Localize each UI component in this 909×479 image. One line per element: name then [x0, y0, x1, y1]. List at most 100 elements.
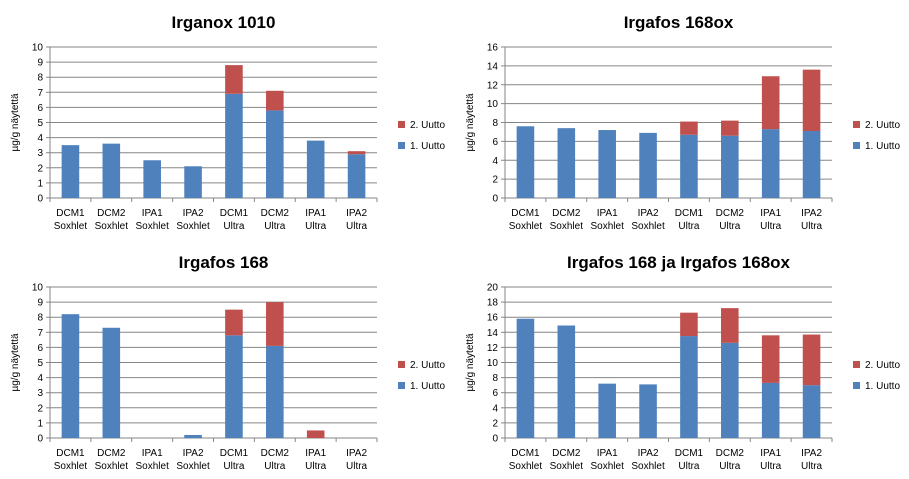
chart-svg: Irgafos 168ox 0 2 4 6 8 10 12 14 16 µg/g näytettä D… [465, 13, 900, 232]
bar-uutto-1 [639, 384, 657, 438]
category-label: DCM2 [97, 448, 126, 459]
bar-uutto-1 [761, 382, 780, 438]
y-tick-label: 2 [37, 163, 43, 174]
y-tick-label: 18 [487, 298, 499, 309]
y-axis-label: µg/g näytettä [465, 93, 476, 151]
bar-uutto-1 [266, 345, 284, 438]
category-label: IPA1 [305, 208, 326, 219]
y-tick-label: 12 [487, 80, 499, 91]
legend-swatch [398, 361, 405, 368]
y-tick-label: 8 [492, 118, 498, 129]
category-label: Ultra [346, 461, 368, 472]
bar-uutto-1 [557, 325, 576, 438]
y-tick-label: 1 [37, 418, 43, 429]
y-tick-label: 9 [37, 298, 43, 309]
bar-uutto-1 [184, 166, 202, 198]
category-label: Soxhlet [176, 221, 210, 232]
category-label: DCM2 [261, 448, 290, 459]
category-label: Soxhlet [136, 461, 170, 472]
bar-uutto-2 [761, 76, 780, 130]
bar-uutto-1 [598, 383, 616, 438]
legend-label: 2. Uutto [410, 120, 445, 131]
category-label: IPA2 [346, 208, 367, 219]
category-label: DCM1 [511, 448, 540, 459]
legend-swatch [398, 121, 405, 128]
bar-uutto-1 [680, 134, 698, 198]
category-label: Ultra [760, 461, 782, 472]
y-tick-label: 0 [492, 194, 498, 205]
bar-uutto-1 [184, 434, 202, 438]
y-tick-label: 6 [37, 103, 43, 114]
legend-swatch [853, 361, 860, 368]
chart-title: Irgafos 168 [179, 253, 269, 272]
y-tick-label: 14 [487, 61, 499, 72]
chart-svg: Irgafos 168 0 1 2 3 4 5 6 7 8 9 10 µg/g näytettä DCM1… [10, 253, 445, 472]
category-label: Soxhlet [54, 221, 88, 232]
y-tick-label: 6 [492, 137, 498, 148]
category-label: DCM1 [56, 208, 85, 219]
category-label: Ultra [264, 221, 286, 232]
category-label: IPA2 [346, 448, 367, 459]
category-label: IPA1 [142, 448, 163, 459]
y-tick-label: 7 [37, 328, 43, 339]
y-axis-label: µg/g näytettä [10, 333, 21, 391]
category-label: IPA1 [597, 448, 618, 459]
category-label: Soxhlet [550, 461, 584, 472]
category-label: DCM1 [511, 208, 540, 219]
bar-uutto-1 [225, 93, 243, 198]
y-tick-label: 6 [492, 388, 498, 399]
category-label: Soxhlet [631, 221, 665, 232]
category-label: Ultra [801, 461, 823, 472]
chart-title: Irgafos 168ox [624, 13, 734, 32]
y-tick-label: 6 [37, 343, 43, 354]
category-label: Soxhlet [136, 221, 170, 232]
category-label: IPA2 [801, 208, 822, 219]
bar-uutto-1 [516, 126, 535, 198]
bar-uutto-1 [306, 140, 325, 198]
category-label: Soxhlet [591, 221, 625, 232]
y-tick-label: 5 [37, 118, 43, 129]
bar-uutto-1 [102, 327, 121, 438]
category-label: Soxhlet [95, 461, 129, 472]
y-axis-label: µg/g näytettä [10, 93, 21, 151]
legend-swatch [398, 142, 405, 149]
chart-irganox-1010: Irganox 1010 0 1 2 3 4 5 6 7 8 9 10 µg/g näytettä DCM… [0, 0, 455, 240]
category-label: Soxhlet [176, 461, 210, 472]
category-label: IPA1 [597, 208, 618, 219]
chart-irgafos-168ox: Irgafos 168ox 0 2 4 6 8 10 12 14 16 µg/g näytettä D… [455, 0, 909, 240]
y-tick-label: 10 [32, 43, 44, 54]
bar-uutto-2 [680, 121, 698, 135]
chart-irgafos-168-ja-168ox: Irgafos 168 ja Irgafos 168ox 0 2 4 6 8 10 12 14 1… [455, 240, 909, 479]
category-label: Ultra [223, 221, 245, 232]
category-label: Soxhlet [54, 461, 88, 472]
bar-uutto-1 [721, 342, 739, 438]
bar-uutto-1 [557, 128, 576, 198]
category-label: IPA2 [183, 208, 204, 219]
category-label: IPA1 [142, 208, 163, 219]
y-tick-label: 0 [37, 434, 43, 445]
category-label: DCM2 [552, 208, 581, 219]
category-label: DCM1 [56, 448, 85, 459]
y-tick-label: 2 [492, 175, 498, 186]
category-label: DCM1 [675, 208, 704, 219]
category-label: IPA2 [638, 448, 659, 459]
legend-label: 1. Uutto [410, 381, 445, 392]
chart-svg: Irganox 1010 0 1 2 3 4 5 6 7 8 9 10 µg/g näytettä DCM… [10, 13, 445, 232]
y-tick-label: 1 [37, 178, 43, 189]
y-tick-label: 4 [37, 373, 43, 384]
category-label: IPA1 [760, 448, 781, 459]
bar-uutto-1 [266, 110, 284, 198]
category-label: IPA2 [801, 448, 822, 459]
y-tick-label: 4 [37, 133, 43, 144]
category-label: DCM2 [552, 448, 581, 459]
category-label: Ultra [801, 221, 823, 232]
bar-uutto-1 [102, 143, 121, 198]
y-tick-label: 10 [487, 99, 499, 110]
bar-uutto-2 [721, 308, 739, 343]
y-tick-label: 16 [487, 313, 499, 324]
bar-uutto-1 [61, 314, 80, 438]
category-label: DCM1 [220, 208, 249, 219]
legend-label: 2. Uutto [410, 360, 445, 371]
legend-swatch [398, 382, 405, 389]
